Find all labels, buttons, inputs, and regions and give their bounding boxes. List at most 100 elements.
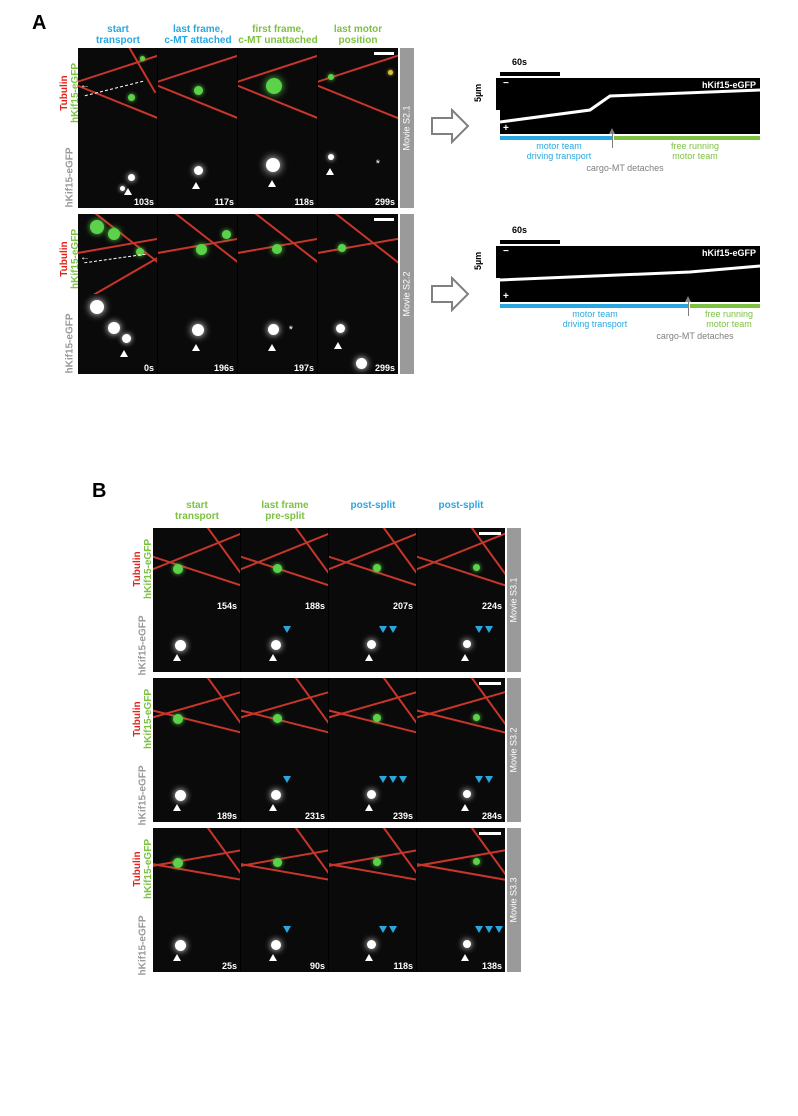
phase-label: free runningmotor team xyxy=(694,310,764,330)
phase-bar xyxy=(614,136,760,140)
hdr: last frame,c-MT attached xyxy=(158,24,238,46)
arrowhead-icon xyxy=(389,776,397,783)
micrograph xyxy=(318,48,398,128)
arrowhead-icon xyxy=(379,776,387,783)
timestamp: 299s xyxy=(375,197,395,207)
micrograph: 299s xyxy=(318,294,398,374)
micrograph: 118s xyxy=(329,900,417,972)
arrowhead-icon xyxy=(485,626,493,633)
movie-label: Movie S3.1 xyxy=(507,528,521,672)
phase-label: free runningmotor team xyxy=(650,142,740,162)
micrograph: 231s xyxy=(241,750,329,822)
timestamp: 239s xyxy=(393,811,413,821)
micrograph xyxy=(158,214,238,294)
micrograph: ← xyxy=(78,214,158,294)
arrowhead-icon xyxy=(268,180,276,187)
micrograph: 25s xyxy=(153,900,241,972)
arrowhead-icon xyxy=(120,350,128,357)
merged-row: ← xyxy=(78,48,418,128)
timestamp: 118s xyxy=(294,197,314,207)
micrograph: 90s xyxy=(241,900,329,972)
row-label-gfp: hKif15-eGFP xyxy=(65,294,76,374)
arrow-icon xyxy=(430,276,470,312)
arrowhead-icon xyxy=(326,168,334,175)
movie-block: TubulinhKif15-eGFPhKif15-eGFP189s231s239… xyxy=(153,678,543,822)
panel-a-label: A xyxy=(32,12,46,35)
micrograph xyxy=(417,528,505,600)
arrowhead-icon xyxy=(173,654,181,661)
arrowhead-icon xyxy=(461,954,469,961)
micrograph xyxy=(241,528,329,600)
movie-label: Movie S2.1 xyxy=(400,48,414,208)
micrograph xyxy=(158,48,238,128)
micrograph: * 197s xyxy=(238,294,318,374)
timestamp: 231s xyxy=(305,811,325,821)
arrowhead-icon xyxy=(365,654,373,661)
micrograph: 117s xyxy=(158,128,238,208)
detach-label: cargo-MT detaches xyxy=(640,332,750,342)
arrowhead-icon xyxy=(334,342,342,349)
arrowhead-icon xyxy=(461,804,469,811)
timestamp: 189s xyxy=(217,811,237,821)
hdr: first frame,c-MT unattached xyxy=(238,24,318,46)
timestamp: 196s xyxy=(214,363,234,373)
micrograph xyxy=(153,528,241,600)
arrowhead-icon xyxy=(269,804,277,811)
arrowhead-icon xyxy=(268,344,276,351)
time-scale: 60s xyxy=(512,226,527,236)
arrowhead-icon xyxy=(192,344,200,351)
micrograph xyxy=(153,828,241,900)
timestamp: 224s xyxy=(482,601,502,611)
micrograph: 284s xyxy=(417,750,505,822)
movie-label: Movie S3.2 xyxy=(507,678,521,822)
micrograph: 118s xyxy=(238,128,318,208)
space-scale: 5µm xyxy=(474,252,484,270)
panel-b-label: B xyxy=(92,480,106,503)
row-label-gfp: hKif15-eGFP xyxy=(65,128,76,208)
micrograph xyxy=(238,48,318,128)
direction-arrow xyxy=(84,254,146,264)
panel-a: starttransport last frame,c-MT attached … xyxy=(78,24,418,374)
scale-bar xyxy=(374,52,394,55)
arrowhead-icon xyxy=(269,954,277,961)
micrograph: * 299s xyxy=(318,128,398,208)
arrowhead-icon xyxy=(389,626,397,633)
arrowhead-icon xyxy=(365,954,373,961)
arrowhead-icon xyxy=(389,926,397,933)
phase-bar xyxy=(500,136,612,140)
gfp-row: 189s 231s 239s 284s xyxy=(153,750,543,822)
micrograph xyxy=(238,214,318,294)
arrowhead-icon xyxy=(399,776,407,783)
hdr: post-split xyxy=(329,500,417,522)
timestamp: 188s xyxy=(305,601,325,611)
micrograph xyxy=(329,828,417,900)
merged-row xyxy=(153,528,543,600)
gfp-row: 103s 117s 118s * 299s xyxy=(78,128,418,208)
scale-bar xyxy=(479,832,501,835)
merged-row: ← xyxy=(78,214,418,294)
micrograph xyxy=(318,214,398,294)
row-label-gfp: hKif15-eGFP xyxy=(138,596,149,676)
micrograph xyxy=(153,678,241,750)
arrowhead-icon xyxy=(283,926,291,933)
movie-block: Tubulin hKif15-eGFP ← xyxy=(78,48,418,208)
panel-b: starttransport last framepre-split post-… xyxy=(153,500,543,972)
panel-b-headers: starttransport last framepre-split post-… xyxy=(153,500,505,522)
space-scale: 5µm xyxy=(474,84,484,102)
micrograph xyxy=(241,678,329,750)
micrograph: ← xyxy=(78,48,158,128)
arrowhead-icon xyxy=(283,776,291,783)
timestamp: 117s xyxy=(214,197,234,207)
arrowhead-icon xyxy=(124,188,132,195)
gfp-row: 0s 196s * 197s 299s xyxy=(78,294,418,374)
detach-label: cargo-MT detaches xyxy=(570,164,680,174)
movie-block: Tubulin hKif15-eGFP ← xyxy=(78,214,418,374)
arrowhead-icon xyxy=(475,776,483,783)
timestamp: 103s xyxy=(134,197,154,207)
arrowhead-icon xyxy=(475,626,483,633)
micrograph: 207s xyxy=(329,600,417,672)
arrowhead-icon xyxy=(379,626,387,633)
micrograph: 188s xyxy=(241,600,329,672)
timestamp: 25s xyxy=(222,961,237,971)
micrograph xyxy=(417,678,505,750)
